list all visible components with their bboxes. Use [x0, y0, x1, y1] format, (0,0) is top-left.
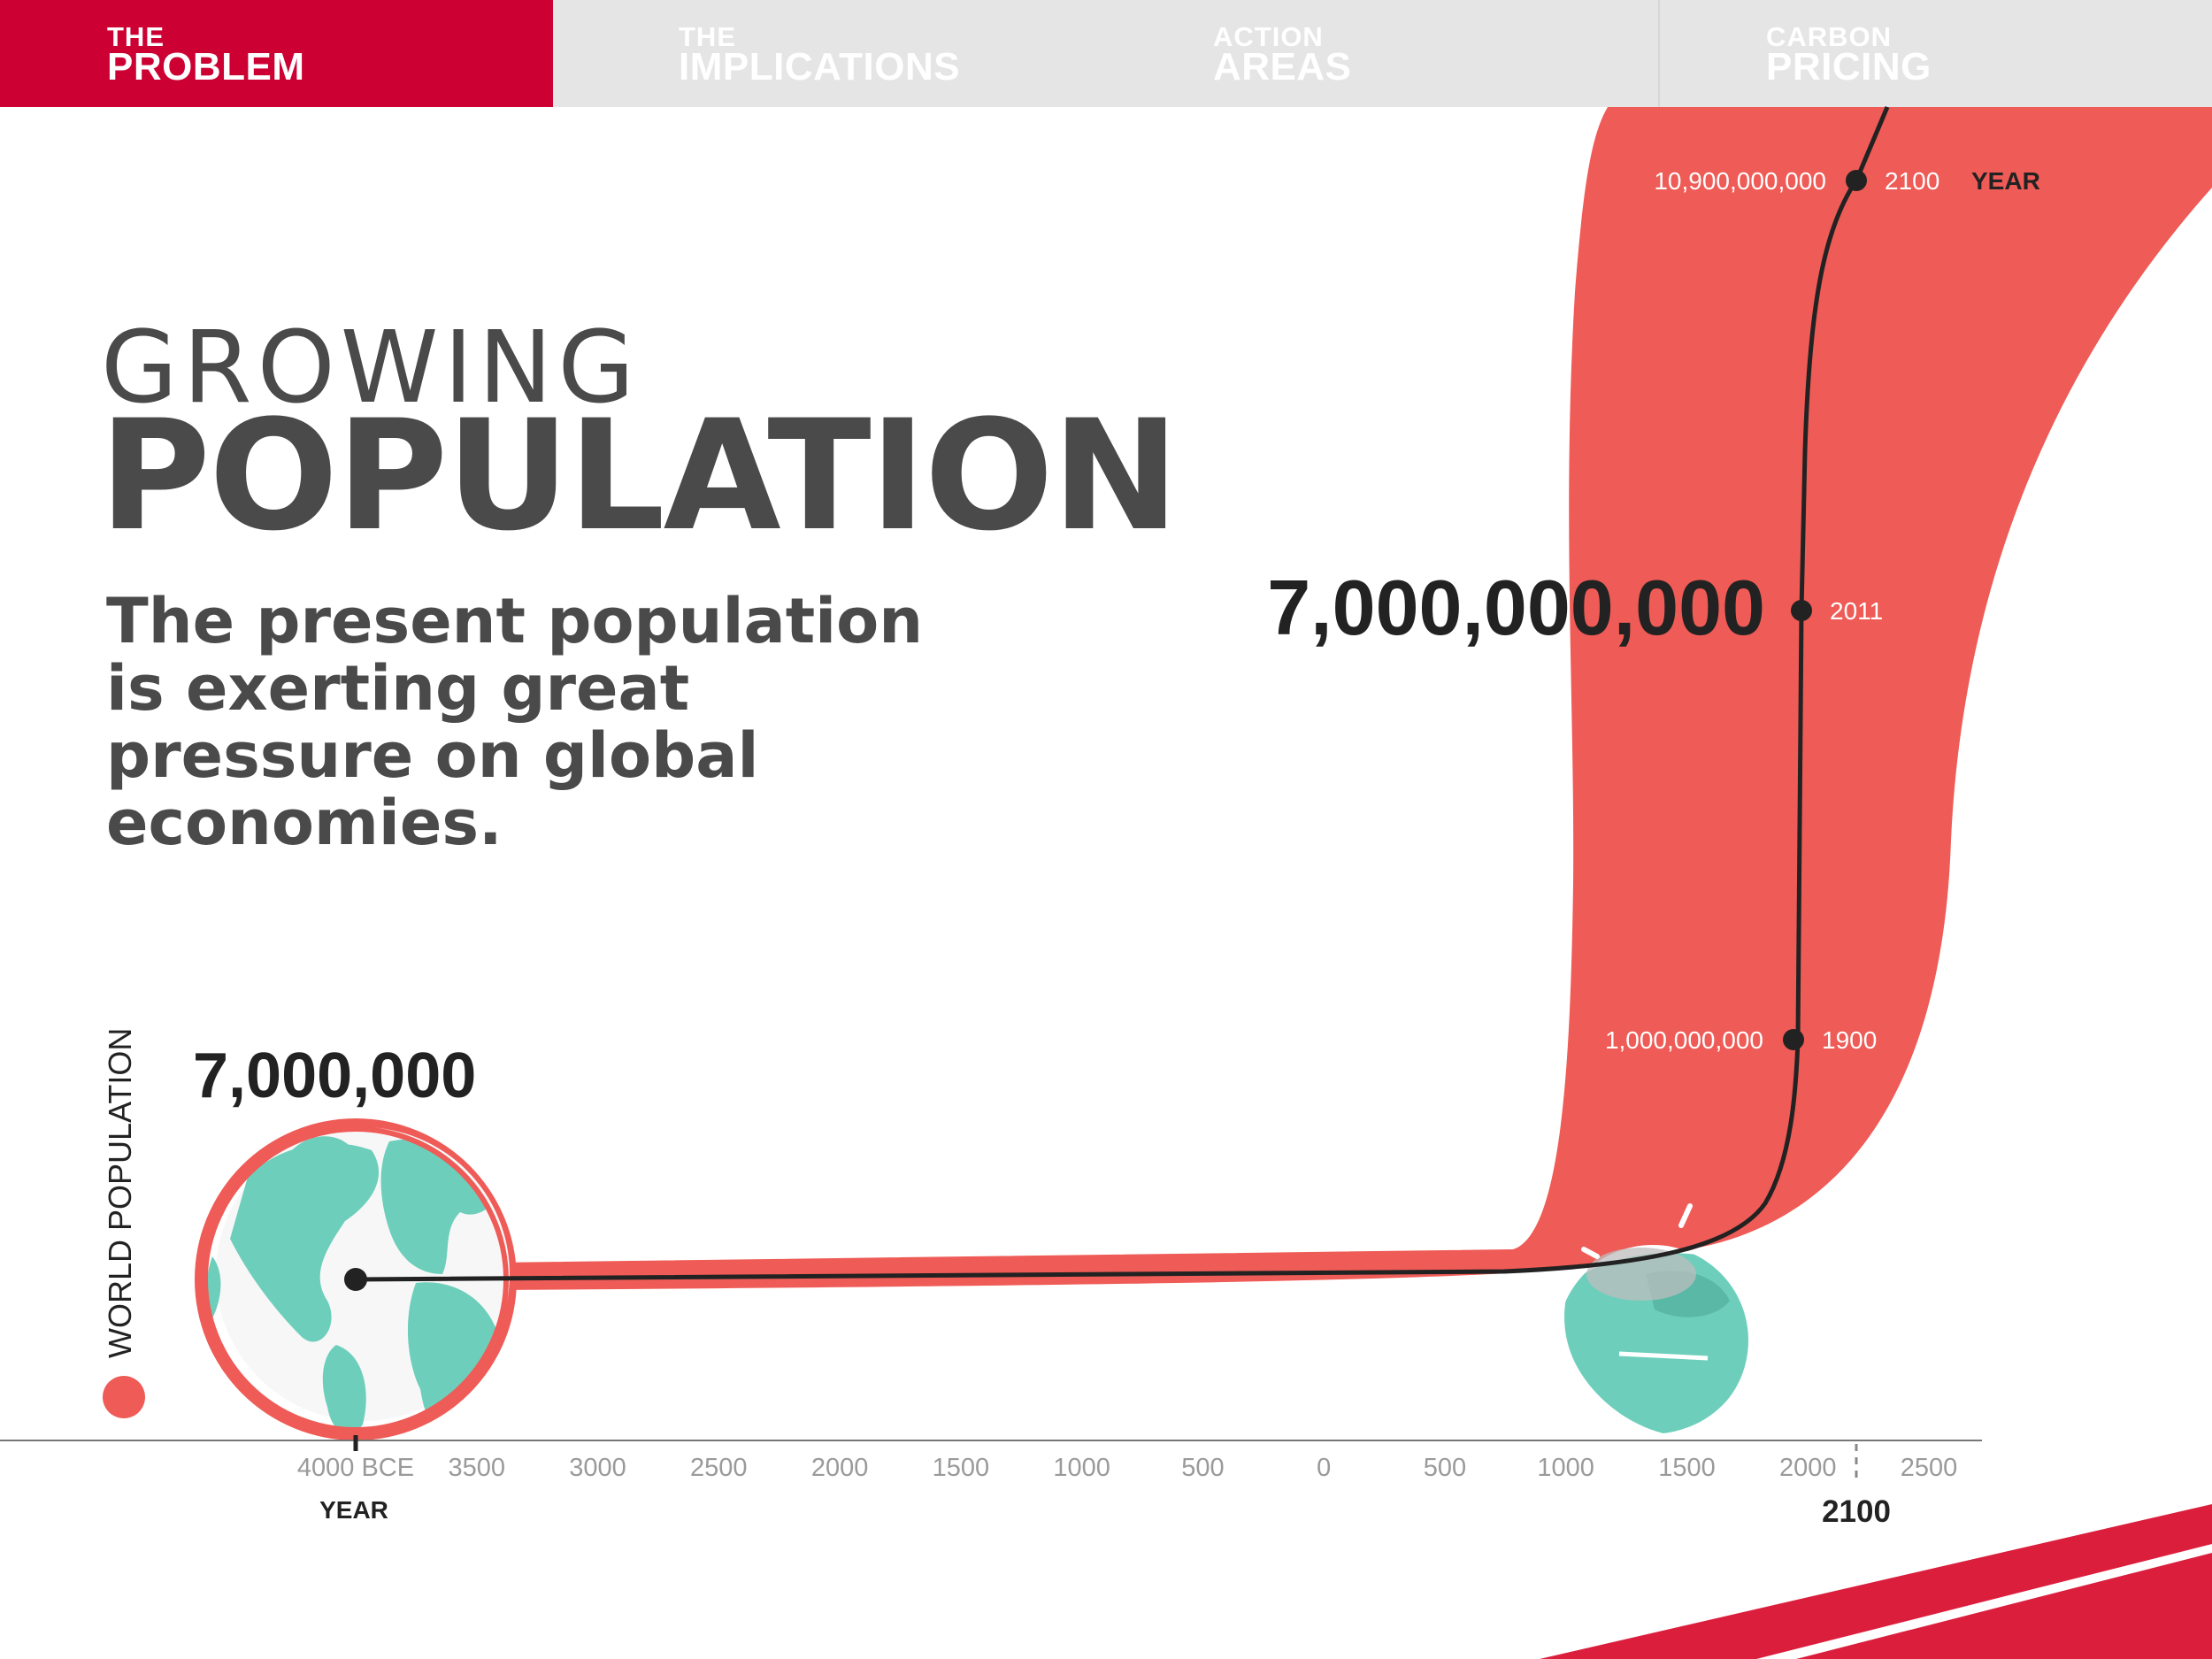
data-point-year-label: 2011 — [1830, 597, 1883, 625]
data-point-value-label: 10,900,000,000 — [1654, 167, 1826, 195]
x-tick-label: 2000 — [811, 1454, 869, 1482]
data-point-value-label: 7,000,000,000 — [1267, 564, 1765, 651]
title-population: POPULATION — [99, 387, 1179, 565]
x-tick-label: 2500 — [690, 1454, 748, 1482]
decorative-stripe-thin — [1756, 1544, 2212, 1659]
x-tick-label: 1500 — [933, 1454, 990, 1482]
x-axis-title: YEAR — [319, 1496, 388, 1524]
tab-the-problem-label: PROBLEM — [107, 45, 305, 88]
tab-carbon-pricing-small: CARBON — [1766, 21, 1893, 52]
data-point-marker — [344, 1268, 367, 1291]
tab-the-problem-small: THE — [107, 21, 165, 52]
data-points: 7,000,000 1,000,000,000 1900 7,000,000,000 2… — [193, 167, 1939, 1291]
top-nav: THE PROBLEM THE IMPLICATIONS ACTION AREA… — [0, 0, 2212, 107]
x-tick-label: 3500 — [449, 1454, 506, 1482]
data-point-marker — [1846, 170, 1867, 191]
decorative-stripe-main — [1540, 1504, 2212, 1659]
x-tick-labels: 4000 BCE 3500 3000 2500 2000 1500 1000 500 0 500 1… — [297, 1454, 1957, 1482]
data-point-year-label: 2100 — [1885, 167, 1939, 195]
x-tick-label: 2000 — [1779, 1454, 1837, 1482]
tab-action-areas-small: ACTION — [1213, 21, 1324, 52]
tab-carbon-pricing[interactable]: CARBON PRICING — [1660, 0, 2212, 107]
data-point-year-label: 1900 — [1822, 1026, 1877, 1054]
tab-the-implications-label: IMPLICATIONS — [679, 45, 961, 88]
population-curve — [355, 106, 1890, 1282]
tab-action-areas-label: AREAS — [1213, 45, 1352, 88]
y-axis-legend-label: WORLD POPULATION — [102, 1027, 138, 1358]
x-tick-label: 0 — [1317, 1454, 1331, 1482]
title-growing: GROWING — [101, 311, 641, 426]
data-point-marker — [1791, 600, 1812, 621]
x-tick-label: 1000 — [1053, 1454, 1110, 1482]
tab-carbon-pricing-label: PRICING — [1766, 45, 1932, 88]
x-tick-label: 500 — [1181, 1454, 1224, 1482]
subtitle-text: The present population is exerting great… — [106, 585, 924, 859]
x-tick-label: 1500 — [1658, 1454, 1716, 1482]
data-point-value-label: 7,000,000 — [193, 1041, 476, 1111]
data-point-marker — [1783, 1029, 1804, 1050]
data-point-value-label: 1,000,000,000 — [1605, 1026, 1763, 1054]
highlight-year-label: 2100 — [1822, 1494, 1891, 1529]
x-tick-label: 1000 — [1537, 1454, 1594, 1482]
tab-the-implications[interactable]: THE IMPLICATIONS — [553, 0, 1106, 107]
population-band — [495, 107, 2212, 1290]
x-tick-label: 2500 — [1901, 1454, 1958, 1482]
top-point-axis-label: YEAR — [1971, 167, 2040, 195]
x-tick-label: 3000 — [569, 1454, 626, 1482]
x-tick-label: 500 — [1424, 1454, 1466, 1482]
nav-divider — [1658, 0, 1660, 107]
x-tick-label: 4000 BCE — [297, 1454, 414, 1482]
tab-the-implications-small: THE — [679, 21, 736, 52]
tab-action-areas[interactable]: ACTION AREAS — [1106, 0, 1659, 107]
legend-dot — [103, 1376, 145, 1418]
tab-the-problem[interactable]: THE PROBLEM — [0, 0, 553, 107]
